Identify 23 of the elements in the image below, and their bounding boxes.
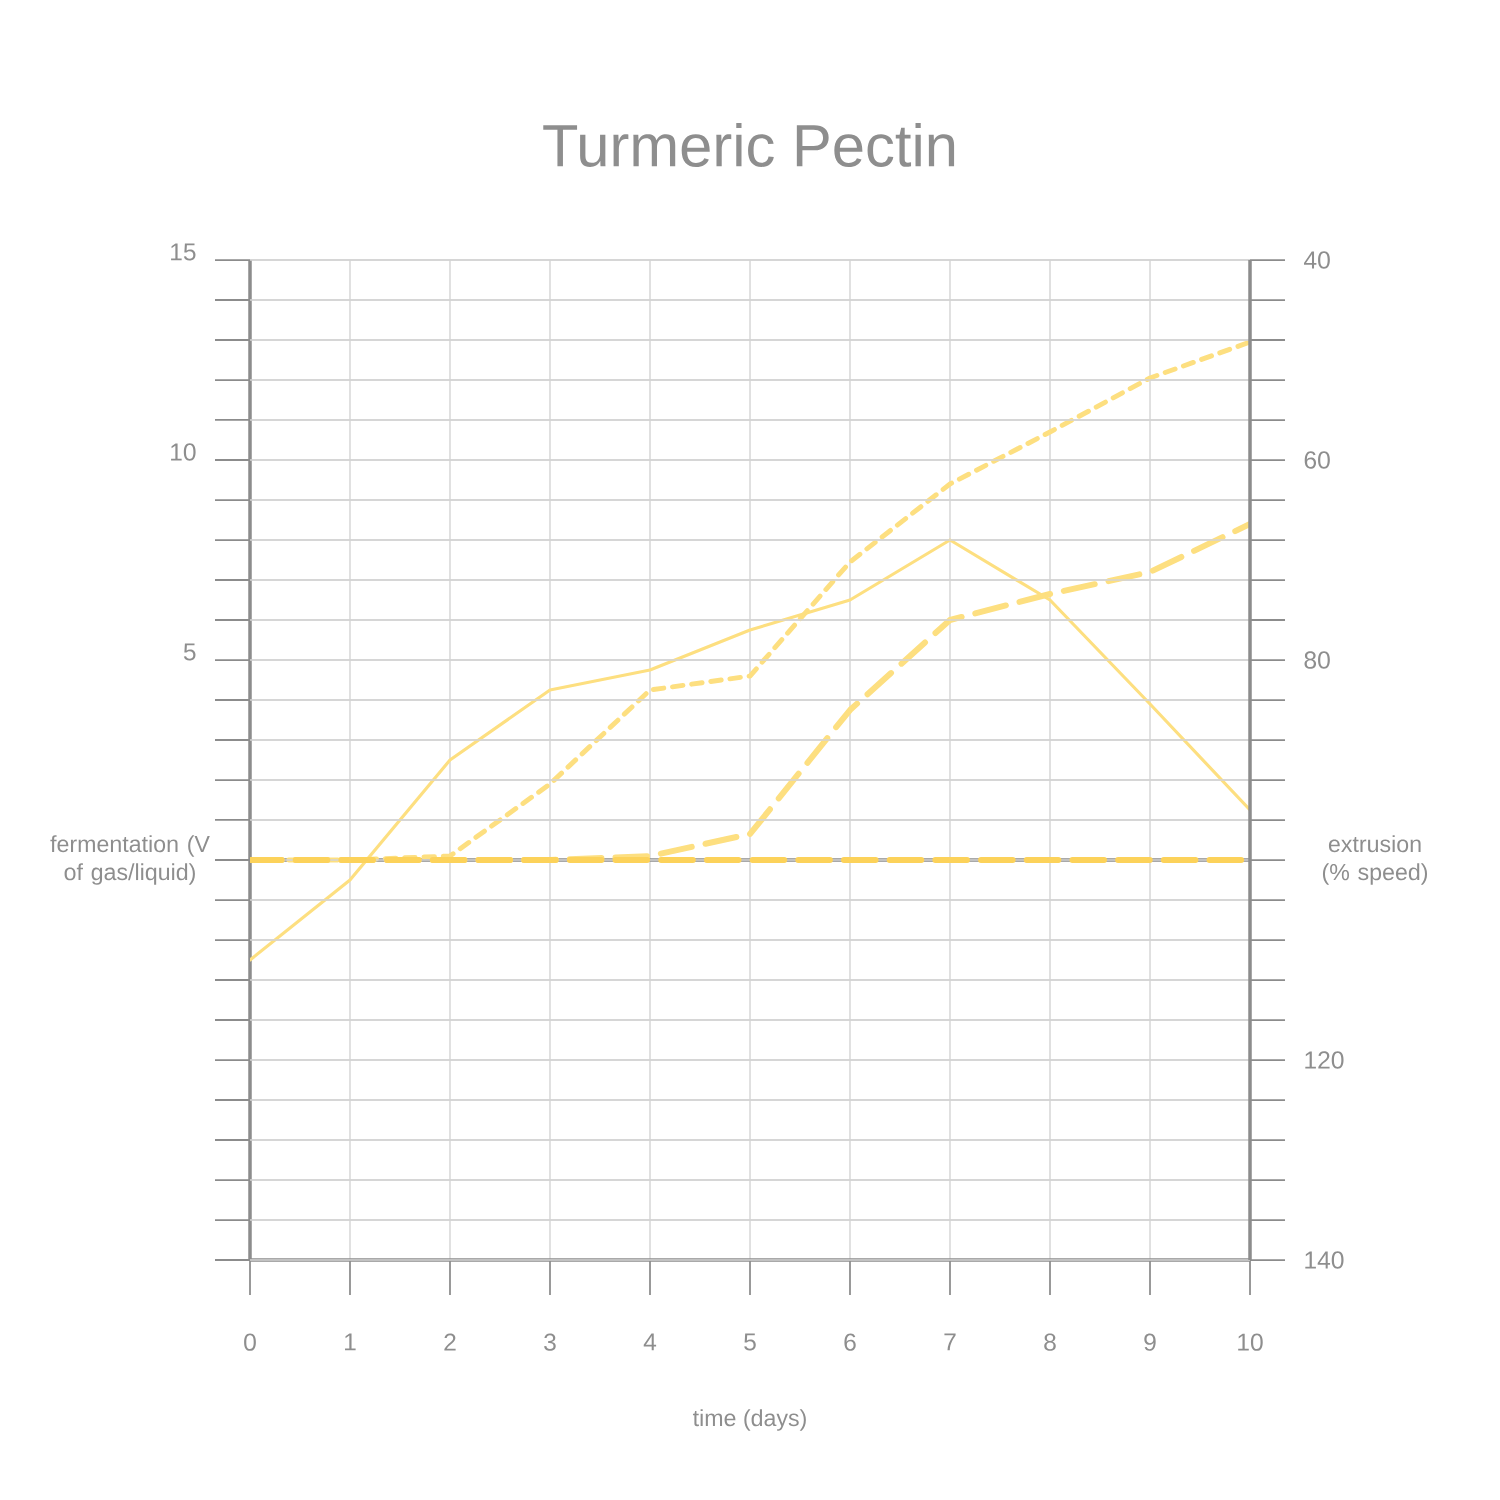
x-tick-label: 5 xyxy=(744,1333,756,1351)
chart-title: Turmeric Pectin xyxy=(543,123,955,167)
x-tick-label: 0 xyxy=(244,1333,256,1351)
y-tick-label: 10 xyxy=(171,443,196,461)
x-tick-label: 1 xyxy=(345,1333,356,1351)
x-tick-label: 9 xyxy=(1144,1333,1156,1351)
y-tick-label: 15 xyxy=(171,243,196,261)
y2-tick-label: 120 xyxy=(1305,1051,1344,1069)
y2-tick-label: 40 xyxy=(1304,251,1330,269)
y2-tick-label: 140 xyxy=(1305,1251,1344,1269)
x-axis-title: time (days) xyxy=(692,1409,806,1431)
x-tick-label: 7 xyxy=(944,1333,956,1351)
x-tick-label: 10 xyxy=(1238,1333,1263,1351)
x-tick-label: 8 xyxy=(1044,1333,1056,1351)
y-tick-label: 5 xyxy=(183,643,196,661)
y2-axis-title: extrusion (% speed) xyxy=(1322,835,1428,885)
y2-tick-label: 80 xyxy=(1304,651,1330,669)
x-tick-label: 2 xyxy=(444,1333,456,1351)
x-tick-label: 3 xyxy=(544,1333,556,1351)
x-tick-label: 6 xyxy=(844,1333,856,1351)
y-axis-title: fermentation (V of gas/liquid) xyxy=(50,835,210,885)
x-tick-label: 4 xyxy=(643,1333,657,1351)
y2-tick-label: 60 xyxy=(1304,451,1330,469)
